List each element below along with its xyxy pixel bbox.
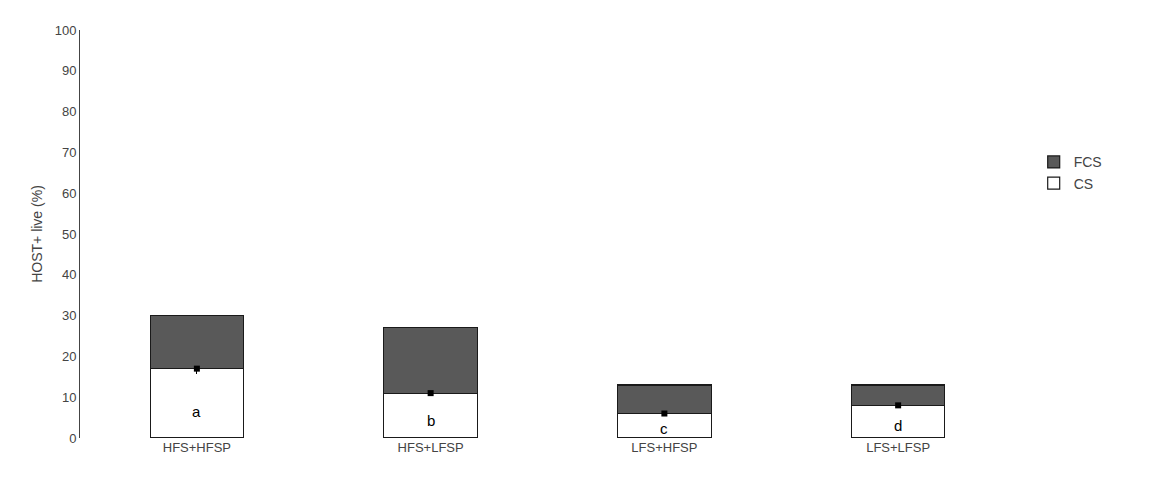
svg-text:HFS+HFSP: HFS+HFSP [163,440,231,455]
svg-text:d: d [894,417,902,434]
svg-text:90: 90 [62,63,76,78]
svg-text:CS: CS [1074,176,1093,192]
svg-text:80: 80 [62,104,76,119]
svg-text:60: 60 [62,186,76,201]
svg-text:HOST+ live (%): HOST+ live (%) [29,185,45,283]
svg-text:70: 70 [62,145,76,160]
svg-text:50: 50 [62,227,76,242]
svg-text:20: 20 [62,349,76,364]
svg-text:30: 30 [62,308,76,323]
svg-text:10: 10 [62,390,76,405]
svg-text:FCS: FCS [1074,154,1102,170]
svg-text:a: a [192,403,201,420]
svg-text:HFS+LFSP: HFS+LFSP [398,440,464,455]
svg-text:b: b [427,412,435,429]
svg-text:100: 100 [55,23,77,38]
svg-text:c: c [660,420,668,437]
svg-text:LFS+LFSP: LFS+LFSP [866,440,930,455]
svg-text:LFS+HFSP: LFS+HFSP [631,440,697,455]
svg-text:0: 0 [69,431,76,446]
svg-text:40: 40 [62,267,76,282]
